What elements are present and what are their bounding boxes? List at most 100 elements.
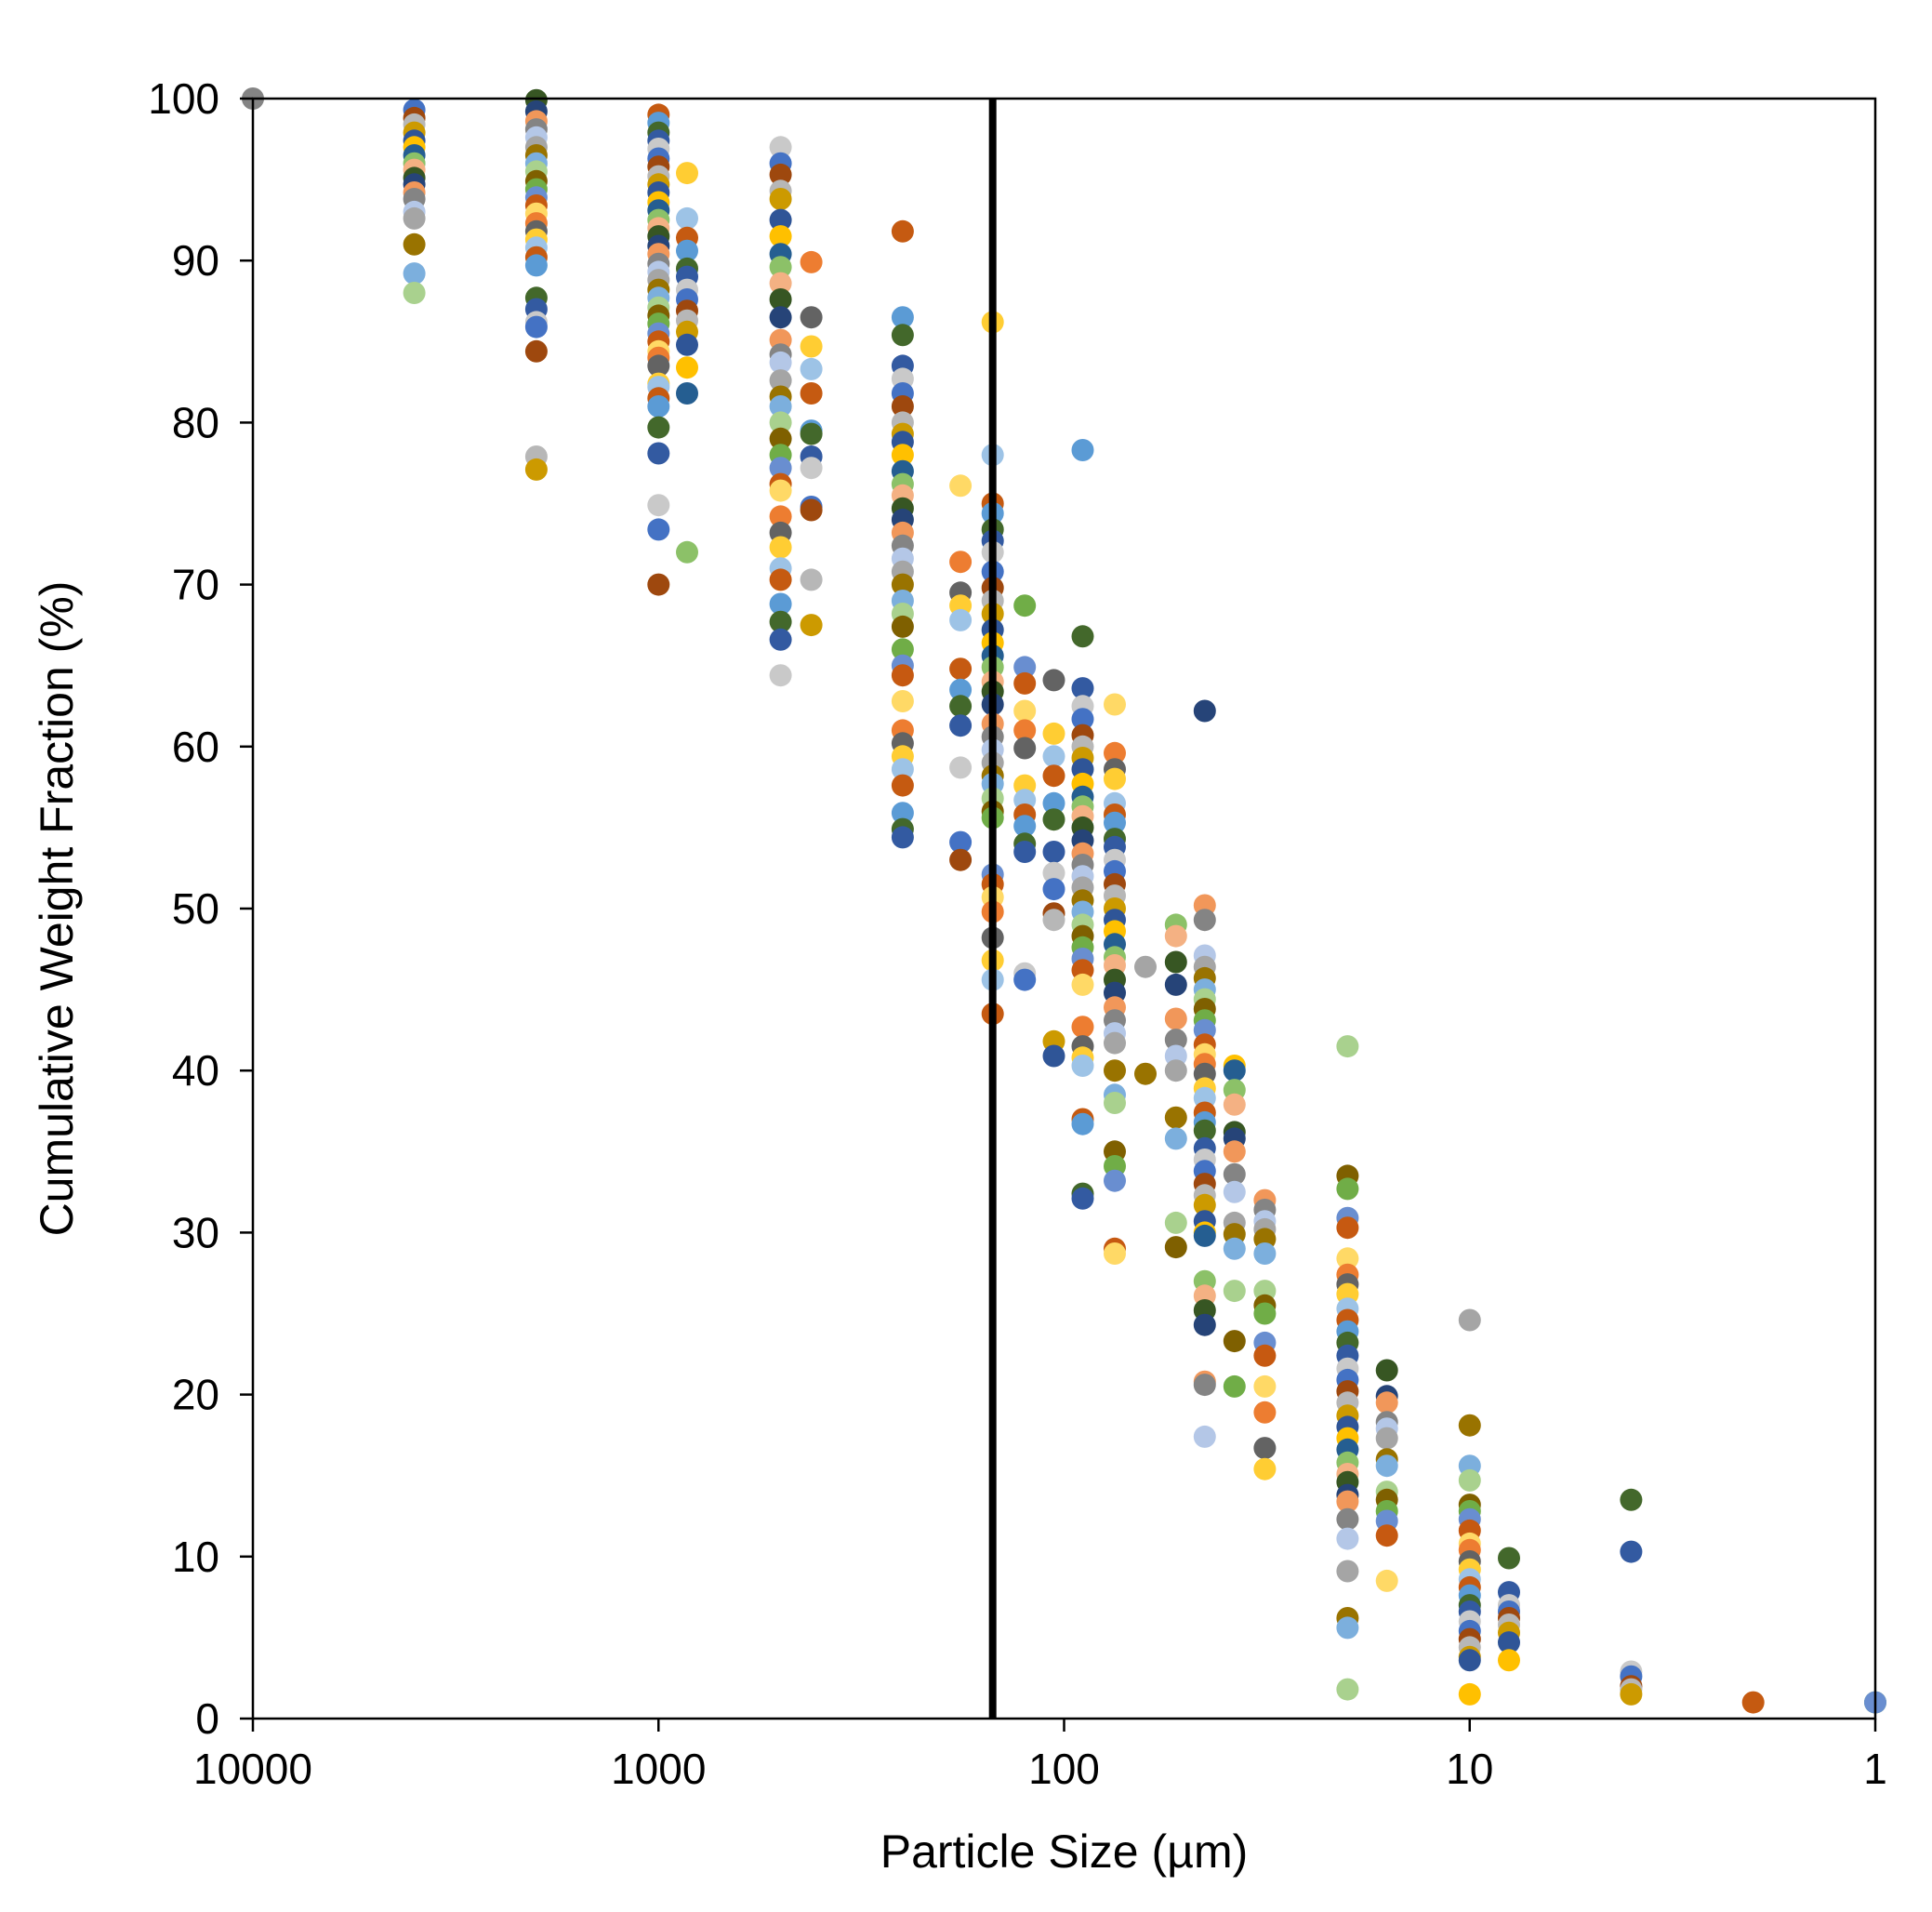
- data-point: [891, 690, 914, 712]
- data-point: [1071, 1055, 1094, 1077]
- data-point: [800, 306, 823, 329]
- data-point: [1375, 1359, 1398, 1382]
- data-point: [403, 282, 426, 304]
- data-point: [769, 288, 792, 311]
- data-point: [1253, 1437, 1277, 1460]
- data-point: [1336, 1507, 1359, 1531]
- data-point: [949, 756, 973, 779]
- y-tick-label: 70: [172, 561, 219, 609]
- data-point: [1336, 1035, 1359, 1058]
- data-point: [891, 324, 914, 347]
- data-point: [676, 356, 698, 379]
- y-tick-label: 90: [172, 236, 219, 285]
- data-point: [769, 536, 792, 559]
- data-point: [1042, 791, 1065, 815]
- data-point: [1498, 1649, 1520, 1672]
- data-point: [769, 208, 792, 232]
- data-point: [1458, 1468, 1481, 1492]
- data-point: [800, 614, 823, 637]
- y-tick-label: 30: [172, 1208, 219, 1256]
- data-point: [1193, 1313, 1216, 1336]
- data-point: [800, 335, 823, 358]
- data-point: [1164, 1007, 1187, 1030]
- data-point: [1193, 909, 1216, 932]
- data-point: [1193, 1119, 1216, 1142]
- data-point: [769, 395, 792, 418]
- data-point: [1253, 1302, 1277, 1325]
- data-point: [891, 615, 914, 638]
- data-point: [1253, 1457, 1277, 1480]
- data-point: [769, 272, 792, 295]
- data-point: [949, 474, 973, 498]
- data-point: [891, 219, 914, 243]
- data-point: [1336, 1616, 1359, 1640]
- y-tick-label: 40: [172, 1046, 219, 1095]
- data-point: [1193, 1224, 1216, 1247]
- data-point: [769, 457, 792, 480]
- y-tick-label: 20: [172, 1371, 219, 1419]
- data-point: [1223, 1059, 1246, 1082]
- data-point: [1223, 1330, 1246, 1353]
- data-point: [769, 225, 792, 248]
- data-point: [1193, 1425, 1216, 1448]
- data-point: [1104, 693, 1126, 716]
- data-point: [1042, 841, 1065, 863]
- data-point: [647, 395, 670, 418]
- data-point: [647, 442, 670, 465]
- data-point: [676, 540, 698, 564]
- data-point: [949, 608, 973, 631]
- data-point: [1104, 1031, 1126, 1055]
- y-tick-label: 80: [172, 398, 219, 446]
- data-point: [1164, 1211, 1187, 1234]
- x-tick-label: 10: [1446, 1745, 1493, 1793]
- data-point: [1104, 1092, 1126, 1114]
- data-point: [1013, 841, 1037, 863]
- data-point: [1253, 1374, 1277, 1398]
- data-point: [1741, 1691, 1765, 1714]
- data-point: [769, 610, 792, 633]
- data-point: [1336, 1247, 1359, 1270]
- data-point: [676, 239, 698, 262]
- data-point: [1042, 669, 1065, 692]
- data-point: [800, 422, 823, 445]
- data-point: [1134, 1062, 1157, 1085]
- data-point: [891, 573, 914, 596]
- data-point: [1193, 1374, 1216, 1397]
- data-point: [1375, 1524, 1398, 1547]
- data-point: [1042, 722, 1065, 745]
- data-point: [676, 382, 698, 405]
- data-point: [769, 351, 792, 374]
- data-point: [1336, 1490, 1359, 1513]
- data-point: [676, 206, 698, 230]
- data-point: [769, 427, 792, 450]
- data-point: [1375, 1427, 1398, 1450]
- data-point: [891, 395, 914, 418]
- data-point: [949, 678, 973, 701]
- data-point: [676, 162, 698, 185]
- data-point: [1336, 1216, 1359, 1240]
- data-point: [1071, 677, 1094, 700]
- data-point: [891, 826, 914, 849]
- data-point: [1013, 737, 1037, 760]
- data-point: [1375, 1391, 1398, 1414]
- data-point: [1164, 924, 1187, 948]
- data-point: [949, 695, 973, 718]
- data-point: [1071, 973, 1094, 996]
- data-point: [1071, 1016, 1094, 1039]
- data-point: [769, 505, 792, 528]
- data-point: [769, 479, 792, 502]
- data-point: [1104, 811, 1126, 834]
- data-point: [1458, 1649, 1481, 1672]
- data-point: [1375, 1569, 1398, 1592]
- data-point: [769, 136, 792, 159]
- data-point: [800, 498, 823, 522]
- y-tick-label: 100: [148, 74, 219, 123]
- data-point: [524, 254, 548, 277]
- data-point: [1104, 741, 1126, 764]
- data-point: [647, 518, 670, 541]
- data-point: [949, 551, 973, 574]
- data-point: [769, 256, 792, 279]
- data-point: [1458, 1682, 1481, 1706]
